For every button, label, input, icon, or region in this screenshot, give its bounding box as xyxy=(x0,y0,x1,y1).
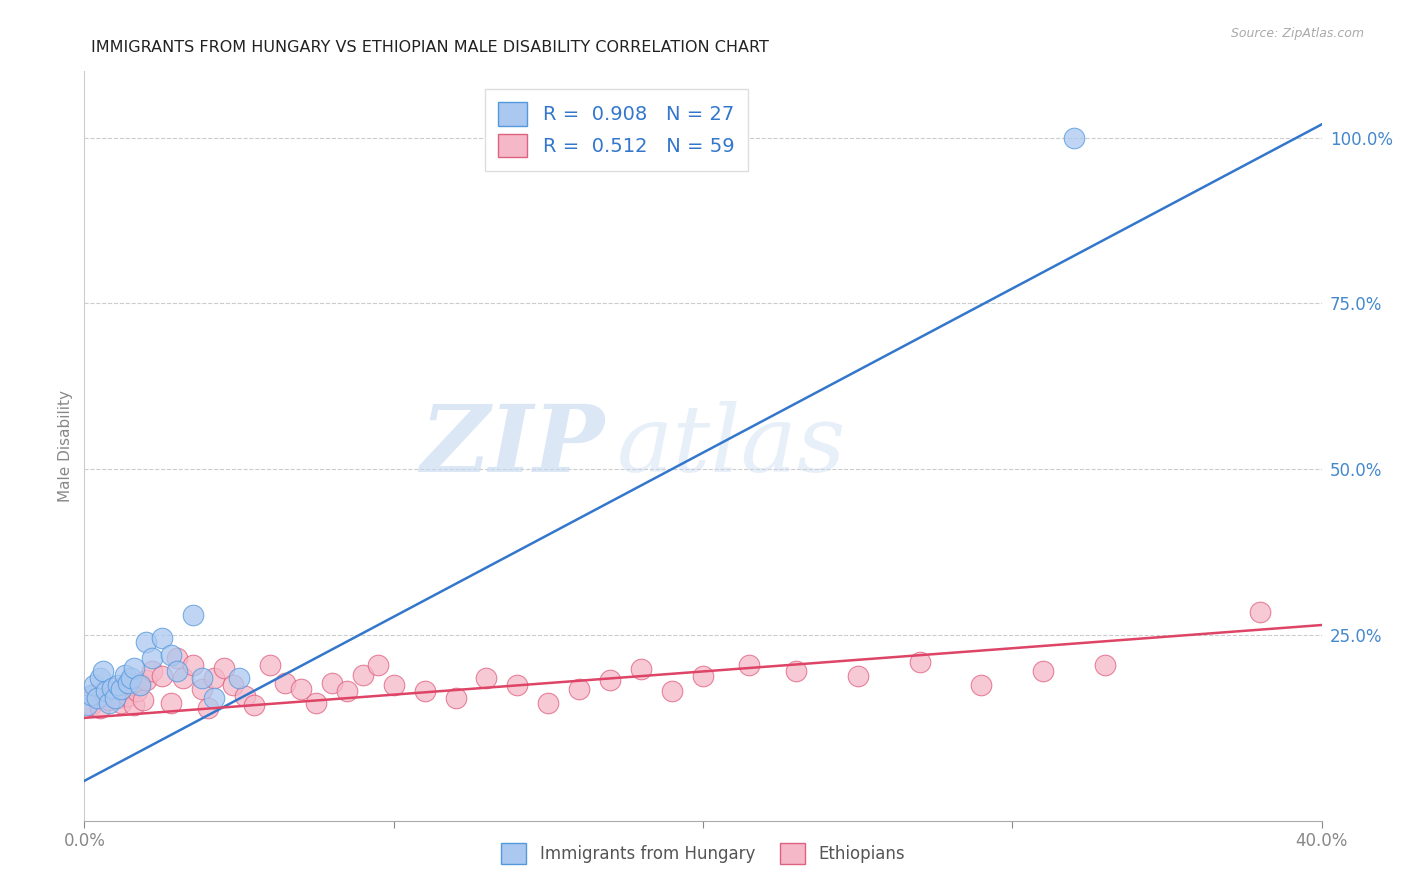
Point xyxy=(1094,657,1116,672)
Point xyxy=(86,690,108,705)
Point xyxy=(150,632,173,646)
Legend: Immigrants from Hungary, Ethiopians: Immigrants from Hungary, Ethiopians xyxy=(495,837,911,871)
Point xyxy=(228,671,250,685)
Point xyxy=(202,690,225,705)
Point xyxy=(537,696,560,710)
Point xyxy=(94,689,117,703)
Point xyxy=(336,684,359,698)
Point xyxy=(506,678,529,692)
Point xyxy=(141,665,163,679)
Point xyxy=(89,701,111,715)
Point xyxy=(785,665,807,679)
Point xyxy=(243,698,266,712)
Point xyxy=(352,667,374,681)
Point xyxy=(141,651,163,665)
Text: Source: ZipAtlas.com: Source: ZipAtlas.com xyxy=(1230,27,1364,40)
Text: atlas: atlas xyxy=(616,401,846,491)
Point xyxy=(202,671,225,685)
Point xyxy=(233,689,256,703)
Point xyxy=(191,671,214,685)
Point xyxy=(413,684,436,698)
Point xyxy=(1063,130,1085,145)
Point xyxy=(1249,605,1271,619)
Point xyxy=(274,675,297,690)
Legend: R =  0.908   N = 27, R =  0.512   N = 59: R = 0.908 N = 27, R = 0.512 N = 59 xyxy=(485,88,748,171)
Point xyxy=(692,669,714,683)
Point xyxy=(150,669,173,683)
Point xyxy=(120,671,142,685)
Point xyxy=(98,696,121,710)
Point xyxy=(132,693,155,707)
Point xyxy=(101,681,124,695)
Point xyxy=(83,678,105,692)
Point xyxy=(212,661,235,675)
Point xyxy=(166,665,188,679)
Point xyxy=(104,686,127,700)
Point xyxy=(91,665,114,679)
Point xyxy=(738,657,761,672)
Point xyxy=(120,678,142,692)
Point xyxy=(129,678,152,692)
Point xyxy=(79,688,101,702)
Point xyxy=(166,651,188,665)
Point xyxy=(101,681,124,695)
Point xyxy=(117,689,139,703)
Y-axis label: Male Disability: Male Disability xyxy=(58,390,73,502)
Point xyxy=(197,701,219,715)
Point xyxy=(125,684,148,698)
Point xyxy=(110,696,132,710)
Point xyxy=(475,671,498,685)
Point xyxy=(83,688,105,702)
Point xyxy=(568,682,591,697)
Point xyxy=(89,671,111,685)
Point xyxy=(114,682,136,697)
Point xyxy=(122,698,145,712)
Point xyxy=(599,673,621,687)
Point xyxy=(94,684,117,698)
Point xyxy=(661,684,683,698)
Point xyxy=(104,690,127,705)
Point xyxy=(79,698,101,712)
Point xyxy=(107,678,129,692)
Point xyxy=(135,673,157,687)
Point xyxy=(135,634,157,648)
Point xyxy=(117,675,139,690)
Point xyxy=(129,675,152,690)
Text: IMMIGRANTS FROM HUNGARY VS ETHIOPIAN MALE DISABILITY CORRELATION CHART: IMMIGRANTS FROM HUNGARY VS ETHIOPIAN MAL… xyxy=(91,40,769,55)
Point xyxy=(846,669,869,683)
Point xyxy=(305,696,328,710)
Point xyxy=(908,655,931,669)
Point xyxy=(107,690,129,705)
Point xyxy=(444,690,467,705)
Point xyxy=(76,698,98,712)
Point xyxy=(181,657,204,672)
Point xyxy=(86,690,108,705)
Point xyxy=(382,678,405,692)
Point xyxy=(114,667,136,681)
Point xyxy=(98,693,121,707)
Point xyxy=(91,684,114,698)
Point xyxy=(321,675,343,690)
Point xyxy=(222,678,245,692)
Point xyxy=(110,682,132,697)
Point xyxy=(290,682,312,697)
Point xyxy=(122,661,145,675)
Point xyxy=(160,648,183,662)
Text: ZIP: ZIP xyxy=(420,401,605,491)
Point xyxy=(1032,665,1054,679)
Point xyxy=(160,696,183,710)
Point xyxy=(181,608,204,623)
Point xyxy=(172,671,194,685)
Point xyxy=(367,657,389,672)
Point xyxy=(259,657,281,672)
Point xyxy=(191,682,214,697)
Point xyxy=(630,663,652,677)
Point xyxy=(970,678,993,692)
